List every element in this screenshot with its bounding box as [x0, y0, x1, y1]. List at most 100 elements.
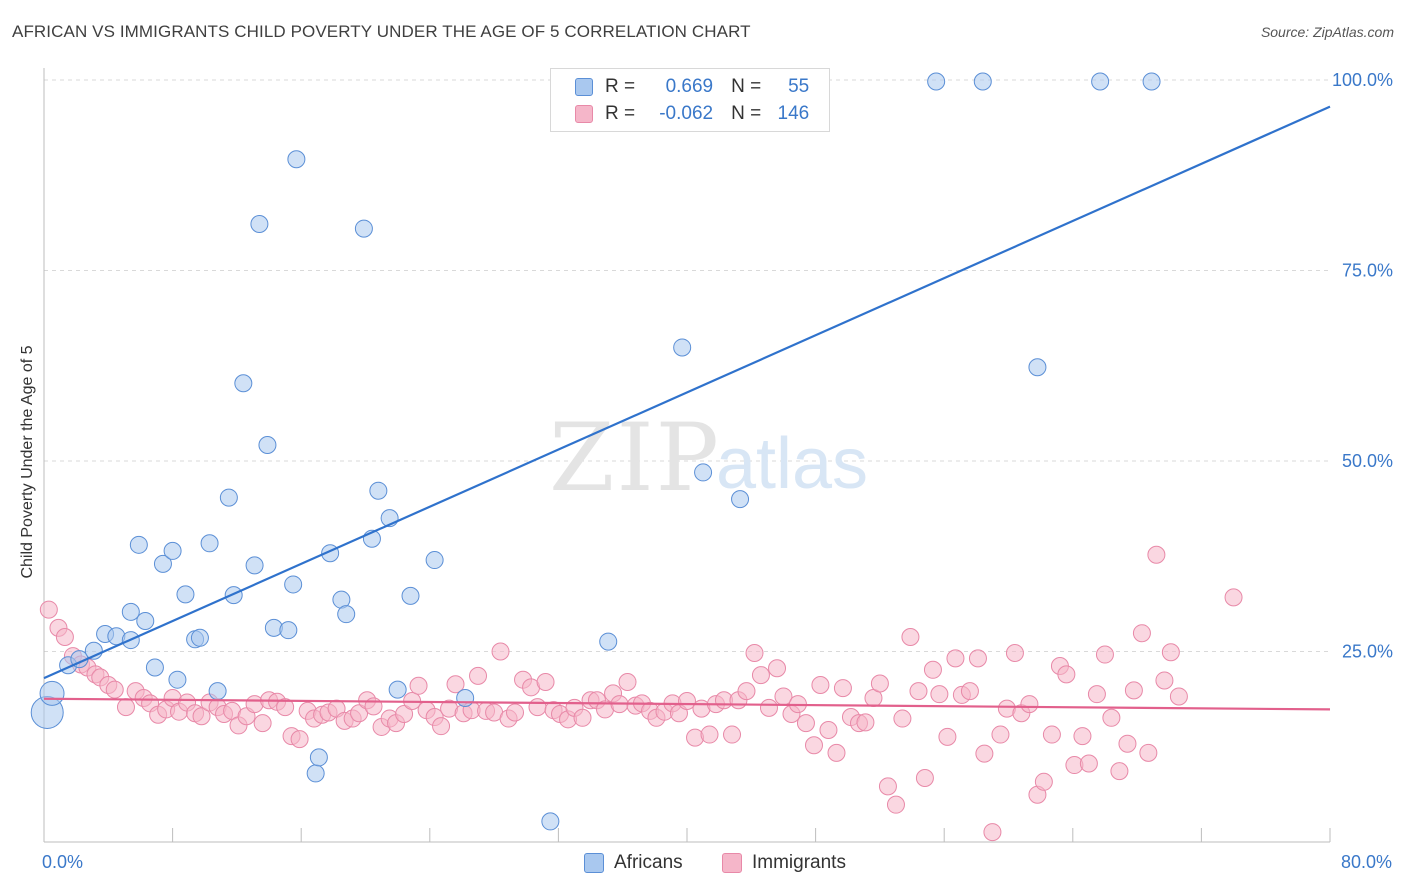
africans-point: [224, 586, 243, 605]
africans-point: [401, 586, 420, 605]
africans-point: [388, 680, 407, 699]
immigrants-point: [55, 628, 74, 647]
immigrants-point: [983, 823, 1002, 842]
africans-point: [284, 575, 303, 594]
africans-point: [673, 338, 692, 357]
africans-point: [176, 585, 195, 604]
africans-point: [731, 490, 750, 509]
immigrants-point: [1161, 643, 1180, 662]
legend-item-africans[interactable]: Africans: [584, 852, 683, 874]
africans-point: [287, 150, 306, 169]
watermark: ZIP atlas: [549, 404, 868, 513]
immigrants-point: [1155, 671, 1174, 690]
immigrants-point: [505, 703, 524, 722]
immigrants-point: [751, 666, 770, 685]
y-tick-label: 100.0%: [1332, 70, 1393, 90]
africans-point: [456, 688, 475, 707]
immigrants-point: [946, 649, 965, 668]
immigrants-point: [1095, 645, 1114, 664]
legend-item-immigrants[interactable]: Immigrants: [722, 852, 846, 874]
africans-point: [1091, 72, 1110, 91]
x-tick-min: 0.0%: [42, 852, 84, 872]
africans-point: [168, 670, 187, 689]
africans-point: [354, 219, 373, 238]
immigrants-point: [909, 682, 928, 701]
immigrants-point: [737, 682, 756, 701]
immigrants-swatch: [722, 853, 742, 873]
immigrants-trend-line: [43, 697, 1331, 711]
africans-point: [153, 554, 172, 573]
immigrants-point: [886, 795, 905, 814]
africans-trend-line: [43, 105, 1331, 680]
immigrants-point: [105, 680, 124, 699]
immigrants-point: [1124, 681, 1143, 700]
r-value: 0.669: [665, 76, 714, 97]
immigrants-point: [878, 777, 897, 796]
immigrants-point: [893, 709, 912, 728]
chart-title: AFRICAN VS IMMIGRANTS CHILD POVERTY UNDE…: [12, 22, 751, 41]
immigrants-point: [39, 600, 58, 619]
immigrants-point: [930, 685, 949, 704]
immigrants-point: [827, 743, 846, 762]
africans-point: [425, 551, 444, 570]
immigrants-point: [1034, 772, 1053, 791]
legend-row-africans: R = 0.669 N = 55: [575, 75, 809, 99]
immigrants-point: [870, 674, 889, 693]
immigrants-point: [923, 660, 942, 679]
africans-point: [1142, 72, 1161, 91]
africans-points: [30, 72, 1161, 831]
legend-label-immigrants: Immigrants: [752, 852, 846, 873]
africans-point: [129, 535, 148, 554]
x-tick-max: 80.0%: [1340, 852, 1392, 872]
africans-swatch: [575, 78, 593, 96]
immigrants-point: [796, 714, 815, 733]
immigrants-point: [350, 704, 369, 723]
immigrants-point: [1005, 644, 1024, 663]
immigrants-point: [759, 698, 778, 717]
africans-point: [200, 534, 219, 553]
immigrants-point: [290, 730, 309, 749]
immigrants-point: [901, 628, 920, 647]
immigrants-point: [1042, 725, 1061, 744]
africans-point: [39, 680, 65, 706]
immigrants-point: [1057, 665, 1076, 684]
africans-point: [245, 556, 264, 575]
legend-row-immigrants: R = -0.062 N = 146: [575, 102, 809, 126]
n-label: N =: [731, 76, 762, 97]
immigrants-point: [1110, 762, 1129, 781]
immigrants-point: [1139, 743, 1158, 762]
immigrants-point: [446, 675, 465, 694]
immigrants-point: [618, 672, 637, 691]
immigrants-point: [723, 725, 742, 744]
legend-label-africans: Africans: [614, 852, 683, 873]
immigrants-point: [975, 744, 994, 763]
immigrants-point: [968, 649, 987, 668]
africans-point: [219, 488, 238, 507]
immigrants-point: [811, 676, 830, 695]
immigrants-point: [1132, 624, 1151, 643]
immigrants-point: [491, 642, 510, 661]
immigrants-swatch: [575, 105, 593, 123]
africans-point: [234, 374, 253, 393]
immigrants-point: [116, 698, 135, 717]
immigrants-point: [768, 659, 787, 678]
immigrants-point: [915, 768, 934, 787]
africans-point: [190, 628, 209, 647]
africans-point: [121, 602, 140, 621]
immigrants-point: [700, 725, 719, 744]
immigrants-points: [39, 545, 1243, 842]
africans-point: [136, 612, 155, 631]
immigrants-point: [573, 708, 592, 727]
immigrants-point: [856, 713, 875, 732]
correlation-legend: R = 0.669 N = 55 R = -0.062 N = 146: [550, 68, 830, 132]
immigrants-point: [536, 672, 555, 691]
y-tick-labels: 25.0% 50.0% 75.0% 100.0%: [1332, 70, 1393, 662]
immigrants-point: [1169, 687, 1188, 706]
immigrants-point: [678, 692, 696, 711]
immigrants-point: [833, 679, 852, 698]
y-tick-label: 50.0%: [1342, 451, 1393, 471]
immigrants-point: [432, 717, 451, 736]
immigrants-point: [1020, 695, 1039, 714]
immigrants-point: [528, 698, 547, 717]
